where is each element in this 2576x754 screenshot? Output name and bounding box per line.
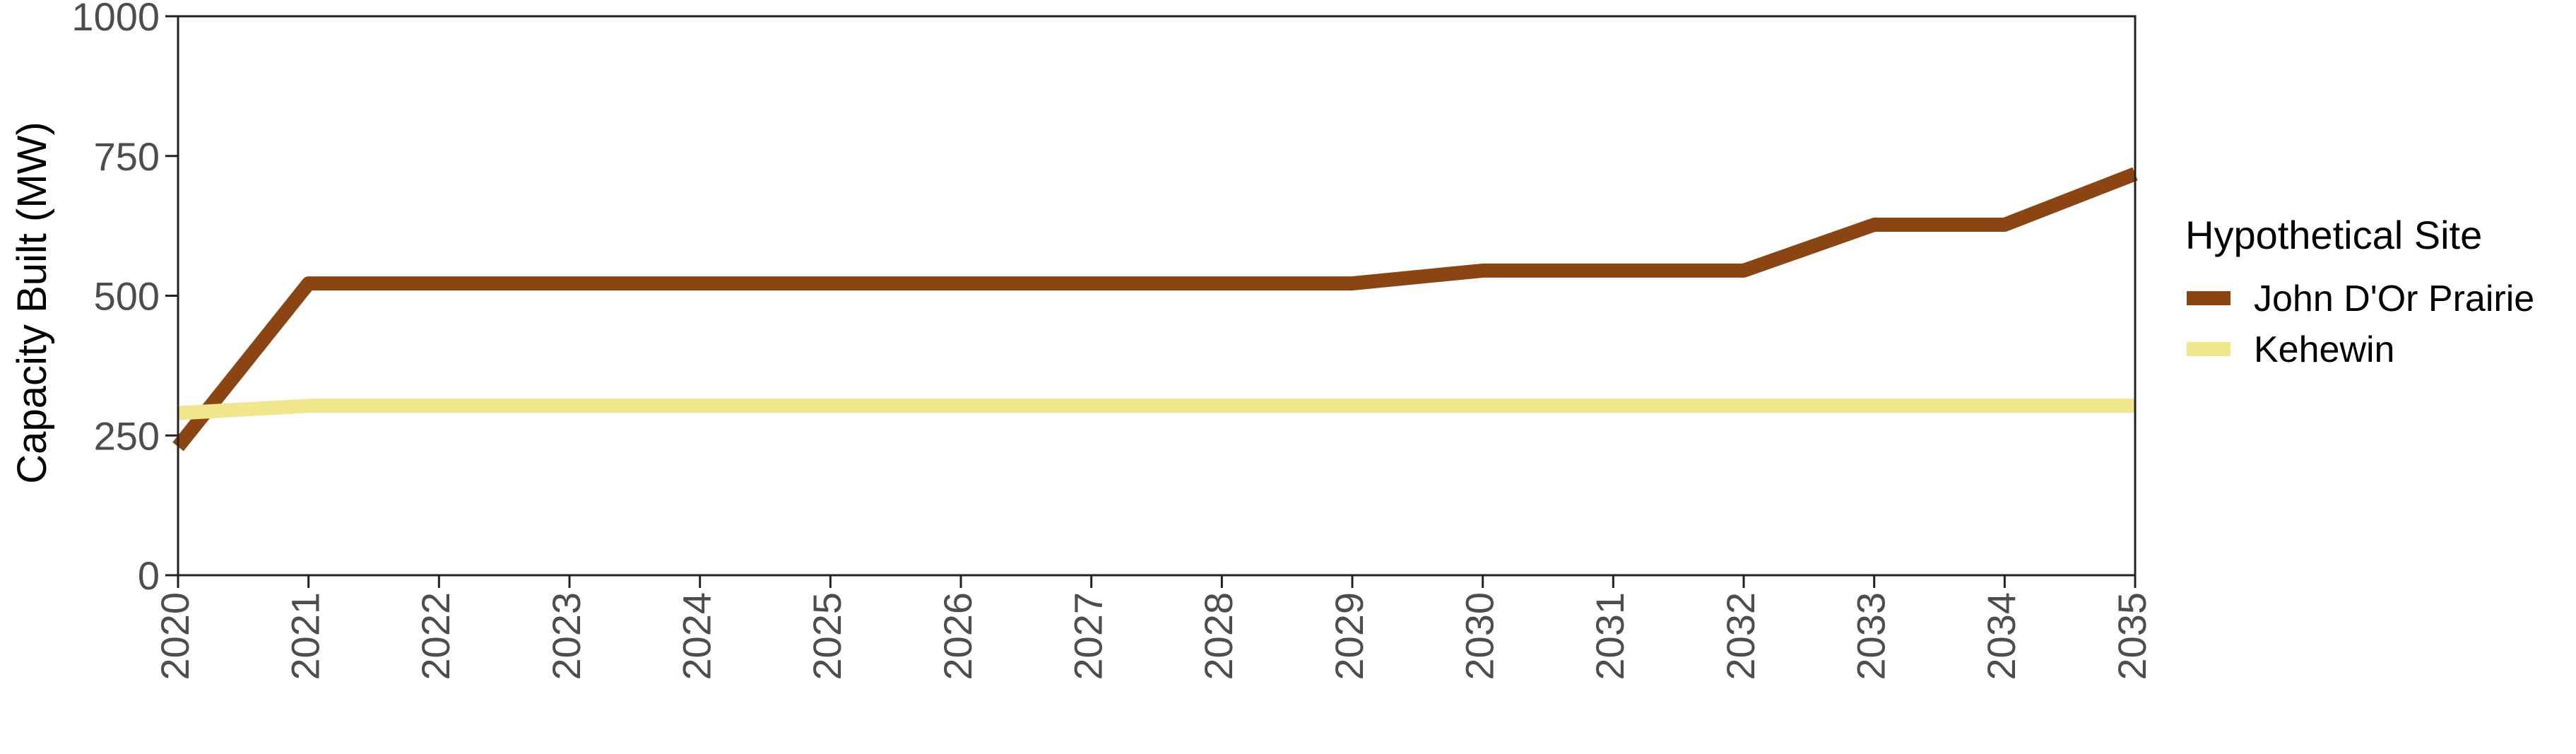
x-tick-label: 2031 — [1588, 592, 1632, 681]
y-axis-title: Capacity Built (MW) — [9, 122, 55, 483]
x-tick-label: 2024 — [674, 592, 719, 681]
legend-label: Kehewin — [2254, 329, 2394, 370]
x-tick-label: 2022 — [413, 592, 458, 681]
legend-label: John D'Or Prairie — [2254, 278, 2534, 319]
series-line-1 — [177, 399, 2135, 420]
legend: Hypothetical Site John D'Or Prairie Kehew… — [2185, 213, 2534, 370]
x-tick-label: 2030 — [1457, 592, 1501, 681]
x-tick-label: 2028 — [1196, 592, 1241, 681]
y-tick-label: 750 — [94, 134, 160, 179]
x-tick-label: 2033 — [1848, 592, 1893, 681]
x-tick-label: 2035 — [2110, 592, 2154, 681]
x-axis: 2020 2021 2022 2023 2024 2025 2026 2027 2028 2029… — [153, 575, 2154, 681]
series-line-0 — [172, 167, 2138, 452]
x-tick-label: 2032 — [1718, 592, 1763, 681]
y-tick-label: 250 — [94, 413, 160, 458]
y-tick-label: 0 — [138, 553, 160, 598]
legend-title: Hypothetical Site — [2185, 213, 2482, 257]
x-tick-label: 2020 — [153, 592, 197, 681]
series-layer — [172, 167, 2138, 452]
y-tick-label: 500 — [94, 274, 160, 319]
y-tick-label: 1000 — [71, 0, 160, 39]
x-tick-label: 2026 — [935, 592, 980, 681]
x-tick-label: 2034 — [1979, 592, 2023, 681]
legend-items: John D'Or Prairie Kehewin — [2187, 278, 2534, 370]
plot-frame — [177, 15, 2137, 577]
x-tick-label: 2025 — [805, 592, 849, 681]
x-tick-label: 2021 — [283, 592, 327, 681]
x-tick-label: 2023 — [544, 592, 589, 681]
x-tick-label: 2029 — [1327, 592, 1371, 681]
x-tick-label: 2027 — [1065, 592, 1110, 681]
y-axis: 0 250 500 750 1000 — [71, 0, 178, 598]
